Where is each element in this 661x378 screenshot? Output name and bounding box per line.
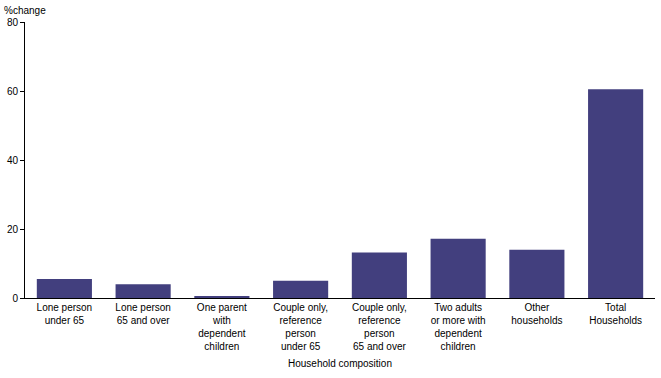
svg-text:Lone personunder 65: Lone personunder 65: [37, 302, 93, 326]
svg-text:TotalHouseholds: TotalHouseholds: [589, 302, 642, 326]
svg-text:Couple only,referenceperson65: Couple only,referenceperson65 and over: [352, 302, 407, 352]
svg-text:One parentwithdependentchildre: One parentwithdependentchildren: [197, 302, 247, 352]
svg-text:20: 20: [7, 224, 19, 235]
svg-text:Couple only,referencepersonund: Couple only,referencepersonunder 65: [273, 302, 328, 352]
svg-text:%change: %change: [4, 5, 46, 16]
svg-text:Two adultsor more withdependen: Two adultsor more withdependentchildren: [431, 302, 486, 352]
svg-text:Lone person65 and over: Lone person65 and over: [115, 302, 171, 326]
svg-text:Household composition: Household composition: [288, 358, 392, 369]
svg-text:40: 40: [7, 155, 19, 166]
svg-text:Otherhouseholds: Otherhouseholds: [511, 302, 562, 326]
svg-text:80: 80: [7, 17, 19, 28]
svg-text:0: 0: [12, 293, 18, 304]
svg-text:60: 60: [7, 86, 19, 97]
